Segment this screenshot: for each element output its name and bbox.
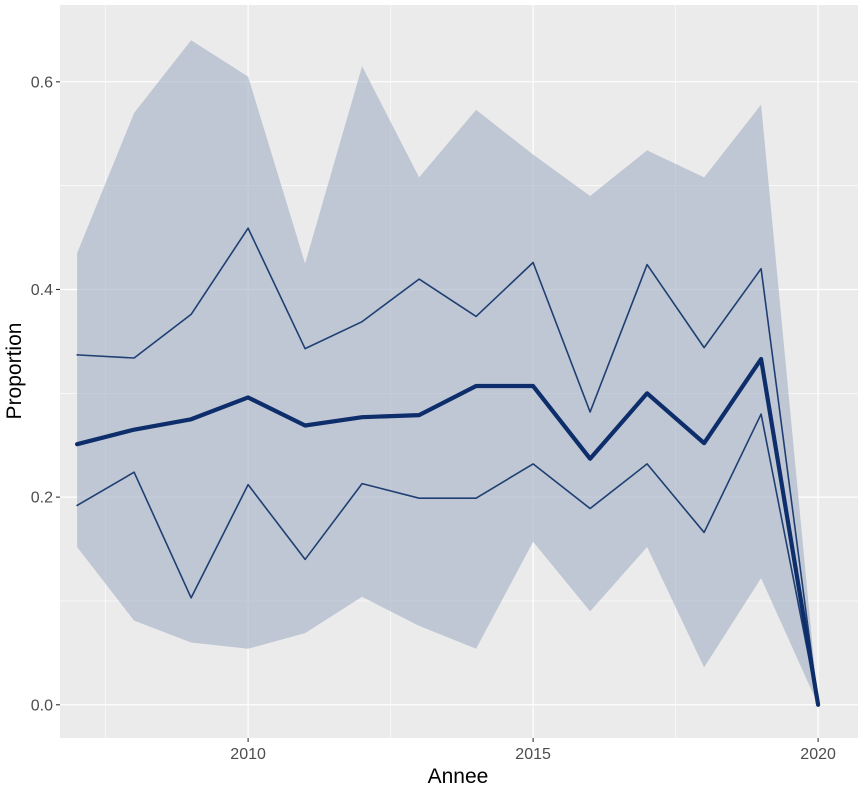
x-tick-label: 2010 [230,746,266,763]
confidence-band [77,40,819,705]
series-line-1 [76,413,819,706]
y-axis-ticks: 0.0 0.2 0.4 0.6 [31,74,60,714]
y-tick-label: 0.2 [31,490,53,507]
y-tick-label: 0.0 [31,697,53,714]
y-tick-label: 0.6 [31,74,53,91]
series-line-2 [76,227,819,706]
y-axis-title: Proportion [3,323,26,420]
series-lines [75,227,821,707]
y-tick-label: 0.4 [31,282,53,299]
x-axis-title: Annee [428,765,489,788]
series-line-3 [75,356,821,707]
x-tick-label: 2020 [800,746,836,763]
x-tick-label: 2015 [515,746,551,763]
x-axis-ticks: 2010 2015 2020 [230,738,836,763]
